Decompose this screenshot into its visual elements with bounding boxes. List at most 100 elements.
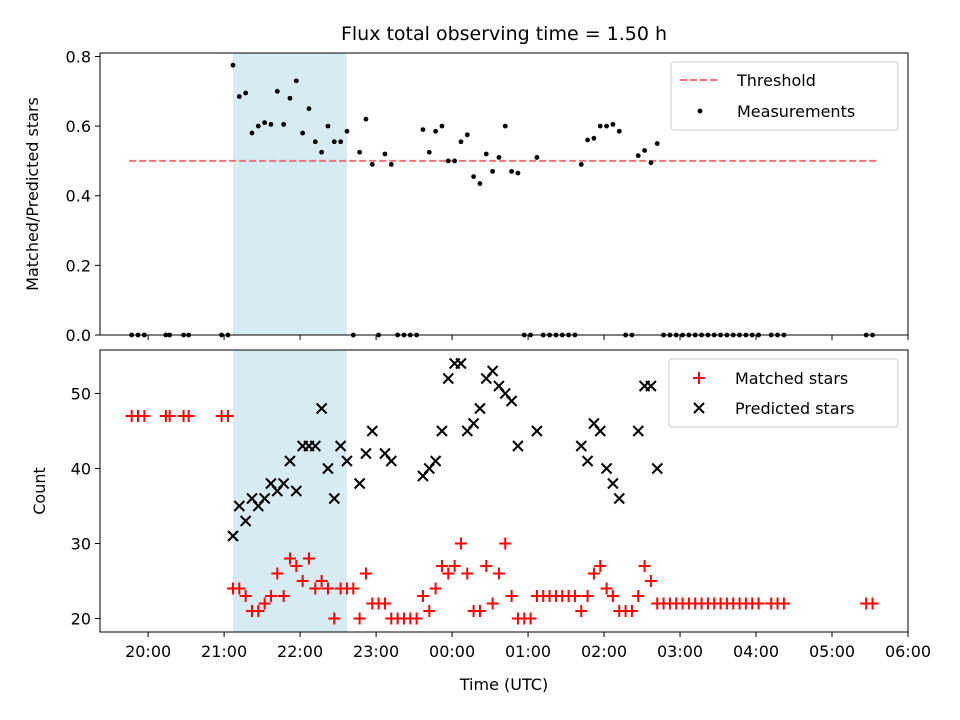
measurement-point [262, 120, 268, 126]
measurement-point [496, 155, 502, 160]
matched-stars-point [454, 537, 467, 550]
bottom-panel-y-ticks: 20 30 40 50 [71, 385, 100, 629]
matched-stars-point [423, 605, 436, 617]
measurement-point [585, 137, 590, 143]
matched-stars-point [416, 590, 429, 602]
shaded-observing-window [232, 53, 347, 335]
figure-title: Flux total observing time = 1.50 h [341, 23, 667, 45]
predicted-stars-point [467, 417, 480, 430]
top-panel-frame [99, 52, 909, 336]
measurement-point [306, 106, 312, 112]
predicted-stars-point-b [594, 425, 606, 437]
measurement-point [325, 123, 331, 129]
y-tick-label: 0.6 [66, 117, 91, 136]
matched-stars-point [575, 605, 588, 617]
matched-stars-point [302, 552, 315, 565]
predicted-stars-point-b [258, 492, 271, 505]
predicted-stars-point-b [366, 425, 378, 437]
predicted-stars-point [594, 425, 606, 437]
predicted-stars-point [366, 425, 378, 437]
matched-stars-point [473, 605, 486, 617]
predicted-stars-point [309, 440, 322, 452]
x-tick-label: 21:00 [201, 642, 247, 661]
matched-stars-point [239, 590, 252, 602]
measurement-point [445, 158, 451, 164]
matched-stars-point [347, 582, 360, 595]
predicted-stars-point-b [265, 477, 277, 490]
matched-stars-point [587, 567, 600, 580]
bottom-panel-shaded-span [232, 350, 347, 632]
matched-stars-point [568, 590, 581, 602]
y-tick-label: 30 [71, 535, 91, 554]
measurement-point [591, 135, 597, 141]
predicted-stars-point-b [645, 380, 657, 392]
matched-stars-point [353, 612, 366, 625]
predicted-stars-point-b [385, 455, 397, 467]
measurement-point [319, 149, 325, 155]
predicted-stars-point-b [379, 447, 391, 460]
predicted-stars-point-b [360, 447, 372, 460]
predicted-stars-point [353, 477, 366, 490]
measurement-point [597, 123, 603, 129]
predicted-stars-point-b [581, 455, 594, 467]
measurement-point [281, 121, 287, 127]
predicted-stars-point-b [486, 365, 499, 377]
predicted-stars-point [575, 440, 587, 452]
measurement-point [300, 130, 306, 136]
predicted-stars-point [328, 492, 341, 505]
measurement-point [357, 149, 363, 155]
top-panel-legend: Threshold Measurements [670, 61, 899, 131]
predicted-stars-point [227, 530, 239, 542]
measurement-point [344, 128, 350, 134]
predicted-stars-point-b [315, 402, 328, 415]
measurement-point [274, 88, 280, 94]
y-tick-label: 20 [71, 610, 91, 629]
y-tick-label: 0.8 [66, 47, 91, 66]
predicted-stars-point [258, 492, 271, 505]
matched-stars-point [271, 567, 284, 580]
matched-stars-point [486, 597, 499, 610]
measurement-point [287, 95, 293, 101]
measurement-point [420, 127, 426, 132]
bottom-legend-predicted-label: Predicted stars [735, 399, 855, 418]
predicted-stars-point-b [455, 357, 467, 370]
bottom-legend-matched-swatch [693, 372, 705, 384]
matched-stars-point [581, 590, 594, 602]
measurement-point [464, 132, 470, 138]
predicted-stars-point-b [322, 462, 334, 475]
measurement-point [604, 123, 609, 129]
y-tick-label: 0.2 [66, 256, 91, 275]
measurement-point [236, 94, 242, 99]
predicted-stars-point [233, 500, 246, 512]
measurement-point [502, 123, 508, 129]
predicted-stars-point [474, 402, 486, 415]
predicted-stars-point-b [227, 530, 239, 542]
predicted-stars-point-b [467, 417, 480, 430]
matched-stars-point [777, 597, 790, 610]
measurement-point [534, 155, 540, 160]
predicted-stars-point [239, 515, 252, 527]
measurement-point [312, 139, 318, 145]
matched-stars-point [277, 590, 290, 602]
measurement-point [388, 162, 394, 167]
x-tick-label: 06:00 [885, 642, 931, 661]
predicted-stars-point [607, 477, 619, 490]
measurement-point [255, 123, 261, 129]
predicted-stars-point-b [588, 417, 600, 430]
predicted-stars-point-b [632, 425, 644, 437]
bottom-panel-counts: 20:00 21:00 22:00 23:00 00:00 01:00 02:00 03:00… [30, 349, 931, 694]
measurement-point [471, 174, 477, 179]
matched-stars-point [632, 590, 645, 602]
x-tick-label: 02:00 [581, 642, 627, 661]
matched-stars-point [328, 612, 341, 625]
bottom-panel-marks [125, 357, 879, 625]
measurement-point [635, 153, 641, 159]
matched-stars-point [283, 552, 296, 565]
bottom-panel-frame [99, 349, 909, 633]
predicted-stars-point-b [233, 500, 246, 512]
predicted-stars-point-b [328, 492, 341, 505]
measurement-point [458, 139, 464, 145]
predicted-stars-point-b [429, 455, 442, 467]
matched-stars-point [296, 575, 309, 587]
predicted-stars-point [429, 455, 442, 467]
